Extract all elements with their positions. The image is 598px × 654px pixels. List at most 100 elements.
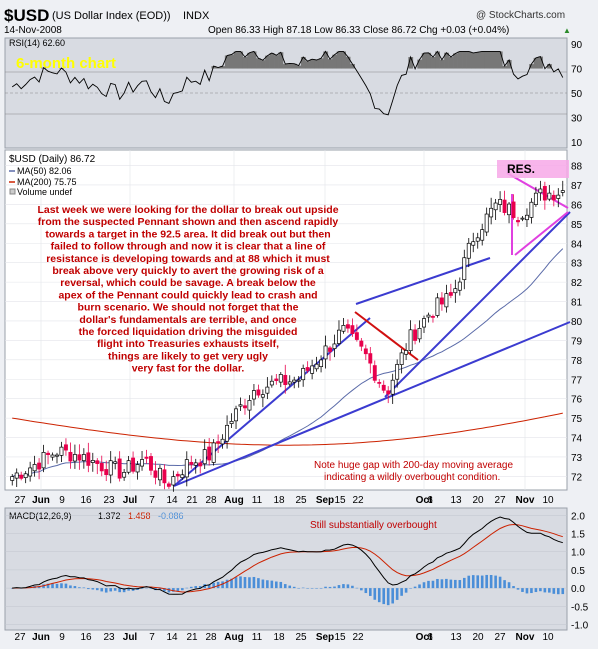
commentary-line-8: burn scenario. We should not forget that… bbox=[78, 302, 299, 314]
rsi-fill-76 bbox=[350, 63, 355, 69]
candle-body-98 bbox=[448, 292, 453, 296]
rsi-label: RSI(14) 62.60 bbox=[9, 38, 65, 48]
macd-hist-value: -0.086 bbox=[158, 511, 184, 521]
candle-body-39 bbox=[184, 459, 189, 478]
macd-hist-bar-11 bbox=[60, 583, 63, 589]
macd-tick-1.5: 1.5 bbox=[571, 529, 585, 540]
commentary-line-0: Last week we were looking for the dollar… bbox=[37, 204, 338, 216]
candle-body-44 bbox=[207, 446, 212, 461]
price-tick-79: 79 bbox=[571, 336, 583, 347]
macd-hist-bar-97 bbox=[445, 578, 448, 589]
rsi-fill-117 bbox=[533, 57, 539, 69]
candle-body-36 bbox=[171, 476, 176, 486]
candle-body-19 bbox=[95, 460, 100, 464]
rsi-fill-100 bbox=[457, 51, 463, 69]
x-tick-label-2-4: 23 bbox=[103, 632, 115, 643]
macd-hist-bar-88 bbox=[404, 588, 408, 593]
chart-period-title: 6-month chart bbox=[16, 55, 116, 72]
candle-body-23 bbox=[113, 461, 118, 464]
candle-body-71 bbox=[328, 347, 332, 352]
candle-body-95 bbox=[435, 297, 440, 316]
candle-body-15 bbox=[77, 454, 82, 461]
macd-hist-bar-113 bbox=[516, 588, 520, 590]
macd-note: Still substantially overbought bbox=[310, 520, 437, 531]
macd-hist-bar-38 bbox=[181, 588, 184, 591]
candle-body-38 bbox=[180, 474, 185, 478]
resistance-zone bbox=[497, 160, 569, 178]
candle-body-107 bbox=[489, 207, 494, 218]
gap-note-line-2: indicating a wildly overbought condition… bbox=[324, 472, 500, 483]
chart-date: 14-Nov-2008 bbox=[4, 25, 62, 36]
rsi-fill-72 bbox=[332, 54, 338, 69]
macd-hist-bar-59 bbox=[275, 581, 278, 589]
x-tick-label-1-9: 28 bbox=[205, 495, 217, 506]
price-tick-75: 75 bbox=[571, 414, 583, 425]
x-tick-label-1-12: 18 bbox=[273, 495, 285, 506]
candle-body-101 bbox=[462, 257, 467, 281]
macd-hist-bar-102 bbox=[467, 575, 471, 589]
macd-hist-bar-13 bbox=[69, 585, 72, 589]
x-tick-label-1-15: 15 bbox=[334, 495, 346, 506]
macd-signal-line bbox=[12, 523, 563, 593]
rsi-fill-108 bbox=[493, 51, 499, 69]
macd-hist-bar-60 bbox=[279, 581, 283, 589]
macd-hist-bar-103 bbox=[471, 575, 475, 589]
candle-body-33 bbox=[157, 467, 162, 481]
candle-body-20 bbox=[99, 462, 104, 472]
rsi-fill-71 bbox=[327, 59, 333, 69]
macd-tick-0.0: 0.0 bbox=[571, 584, 585, 595]
x-tick-label-2-11: 11 bbox=[252, 632, 263, 643]
candle-body-76 bbox=[350, 325, 355, 334]
candle-body-86 bbox=[395, 364, 400, 380]
macd-panel bbox=[4, 507, 568, 631]
macd-hist-bar-99 bbox=[454, 579, 457, 589]
x-tick-label-2-3: 16 bbox=[80, 632, 92, 643]
ma50-legend: MA(50) 82.06 bbox=[17, 166, 72, 176]
rsi-fill-53 bbox=[247, 52, 252, 69]
candle-body-25 bbox=[122, 472, 127, 478]
commentary-line-12: things are likely to get very ugly bbox=[108, 350, 268, 362]
trendline-rise bbox=[173, 317, 371, 487]
candle-body-94 bbox=[431, 316, 435, 318]
candle-body-123 bbox=[560, 190, 565, 193]
candle-body-56 bbox=[260, 394, 265, 398]
macd-hist-bar-58 bbox=[270, 580, 274, 589]
rsi-fill-56 bbox=[260, 60, 266, 69]
x-tick-label-1-22: Nov bbox=[516, 495, 535, 506]
macd-hist-bar-22 bbox=[109, 588, 113, 592]
macd-hist-bar-49 bbox=[230, 578, 233, 589]
macd-hist-bar-114 bbox=[521, 588, 524, 592]
x-axis-top: 27 Jun 9 16 23 Jul 7 14 21 28 Aug 11 18 25 Sep 15 22 Oct6… bbox=[14, 495, 554, 506]
candle-body-43 bbox=[202, 449, 207, 465]
macd-hist-bar-54 bbox=[252, 576, 256, 589]
rsi-fill-61 bbox=[283, 64, 288, 69]
candle-body-53 bbox=[247, 400, 252, 411]
candle-body-2 bbox=[19, 474, 24, 479]
copyright[interactable]: @ StockCharts.com bbox=[476, 10, 565, 21]
macd-tick-2.0: 2.0 bbox=[571, 511, 585, 522]
candle-body-51 bbox=[238, 404, 243, 407]
x-tick-label-2-16: 22 bbox=[352, 632, 364, 643]
rsi-fill-47 bbox=[220, 66, 226, 69]
rsi-fill-57 bbox=[265, 55, 270, 69]
rsi-fill-104 bbox=[475, 52, 481, 69]
price-tick-82: 82 bbox=[571, 278, 583, 289]
rsi-fill-91 bbox=[417, 59, 423, 69]
rsi-fill-73 bbox=[336, 51, 342, 69]
macd-hist-bar-96 bbox=[440, 579, 444, 589]
rsi-fill-46 bbox=[215, 67, 221, 69]
rsi-fill-111 bbox=[506, 60, 512, 69]
candle-body-50 bbox=[234, 408, 238, 422]
price-tick-73: 73 bbox=[571, 453, 583, 464]
rsi-fill-51 bbox=[238, 51, 244, 69]
rsi-fill-74 bbox=[341, 51, 346, 69]
rsi-fill-50 bbox=[233, 51, 239, 69]
rsi-fill-107 bbox=[488, 51, 494, 69]
rsi-fill-99 bbox=[453, 53, 458, 69]
rsi-fill-52 bbox=[242, 57, 248, 69]
macd-hist-bar-89 bbox=[409, 588, 412, 589]
price-tick-78: 78 bbox=[571, 356, 583, 367]
macd-value: 1.372 bbox=[98, 511, 121, 521]
rsi-fill-62 bbox=[287, 63, 293, 69]
